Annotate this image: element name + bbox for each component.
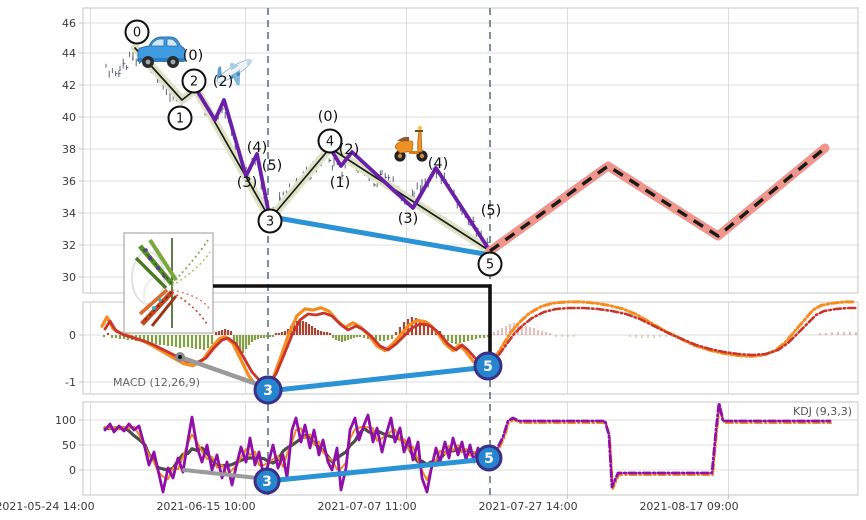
- kdj-indicator-label: KDJ (9,3,3): [793, 405, 852, 418]
- forecast-dashed-line: [489, 146, 827, 253]
- macd-indicator-label: MACD (12,26,9): [113, 376, 200, 389]
- wave-circle-2: [181, 68, 207, 94]
- wave-circle-3: [257, 208, 283, 234]
- macd-panel-border: [82, 301, 859, 395]
- kdj-wave-marker-3: [253, 467, 281, 495]
- price-ytick-label: 40: [62, 111, 76, 124]
- wave-circle-0: [124, 19, 150, 45]
- price-ytick-label: 30: [62, 271, 76, 284]
- macd-line-forecast: [488, 306, 860, 368]
- kdj-trendline: [265, 456, 491, 484]
- x-axis-label: 2021-07-27 14:00: [478, 500, 577, 513]
- kdj-j-line: [103, 413, 492, 494]
- macd-ytick-label: -1: [65, 376, 76, 389]
- wave-circle-4: [317, 128, 343, 154]
- macd-wave-marker-3: [253, 375, 283, 405]
- sub-wave-line-1: [194, 87, 272, 221]
- wave-circle-label: 1: [176, 112, 184, 127]
- inset-thumbnail: [123, 232, 214, 334]
- x-axis-label: 2021-05-24 14:00: [0, 500, 95, 513]
- kdj-ytick-label: 50: [62, 439, 76, 452]
- macd-ytick-label: 0: [69, 329, 76, 342]
- wave-circle-label: 0: [133, 26, 141, 41]
- price-trendline: [269, 214, 493, 258]
- scooter-icon: [393, 125, 429, 163]
- kdj-j-forecast: [488, 401, 832, 489]
- price-ytick-label: 42: [62, 79, 76, 92]
- macd-gray-connector: [177, 354, 271, 391]
- inset-art: [131, 238, 211, 328]
- sub-wave-label: (5): [481, 203, 502, 219]
- kdj-wave-marker-5: [475, 444, 503, 472]
- sub-wave-label: (5): [262, 158, 283, 174]
- sub-wave-label: (2): [339, 142, 360, 158]
- macd-wave-marker-label: 3: [263, 383, 273, 399]
- sub-wave-label: (1): [330, 175, 351, 191]
- macd-wave-marker-5: [473, 351, 503, 381]
- sub-wave-label: (4): [247, 140, 268, 156]
- sub-wave-label: (4): [428, 156, 449, 172]
- sub-wave-label: (0): [318, 109, 339, 125]
- kdj-k-line: [104, 425, 491, 481]
- x-axis-label: 2021-07-07 11:00: [317, 500, 416, 513]
- kdj-wave-marker-label: 5: [484, 451, 494, 467]
- wave-circle-label: 3: [266, 215, 274, 230]
- wave-circle-label: 2: [190, 75, 198, 90]
- price-ytick-label: 34: [62, 207, 76, 220]
- wave-circle-label: 5: [486, 258, 494, 273]
- wave-circle-5: [477, 251, 503, 277]
- macd-wave-marker-label: 5: [483, 359, 493, 375]
- sub-wave-line-2: [328, 146, 492, 253]
- kdj-ytick-label: 0: [69, 464, 76, 477]
- macd-trendline: [265, 364, 491, 394]
- sub-wave-label: (3): [398, 211, 419, 227]
- price-ytick-label: 38: [62, 143, 76, 156]
- price-panel-border: [82, 7, 859, 294]
- sub-wave-label: (0): [183, 48, 204, 64]
- price-ytick-label: 36: [62, 175, 76, 188]
- kdj-gray-connector: [182, 468, 268, 481]
- price-ytick-label: 44: [62, 47, 76, 60]
- kdj-wave-marker-label: 3: [262, 474, 272, 490]
- wave-circle-label: 4: [326, 135, 334, 150]
- kdj-panel-border: [82, 401, 859, 496]
- inset-callout-connector: [213, 284, 492, 354]
- price-ytick-label: 46: [62, 17, 76, 30]
- kdj-k-forecast: [490, 404, 832, 490]
- x-axis-label: 2021-06-15 10:00: [156, 500, 255, 513]
- forecast-halo: [485, 143, 830, 256]
- price-ytick-label: 32: [62, 239, 76, 252]
- x-axis-label: 2021-08-17 09:00: [639, 500, 738, 513]
- sub-wave-label: (2): [213, 74, 234, 90]
- sub-wave-label: (3): [237, 175, 258, 191]
- kdj-ytick-label: 100: [55, 414, 76, 427]
- overlay-layer: MACD (12,26,9) KDJ (9,3,3) 3 5 3 5: [113, 284, 852, 495]
- primary-wave-line: [134, 47, 491, 252]
- wave-circle-1: [167, 105, 193, 131]
- macd-gray-dot-center: [178, 355, 182, 359]
